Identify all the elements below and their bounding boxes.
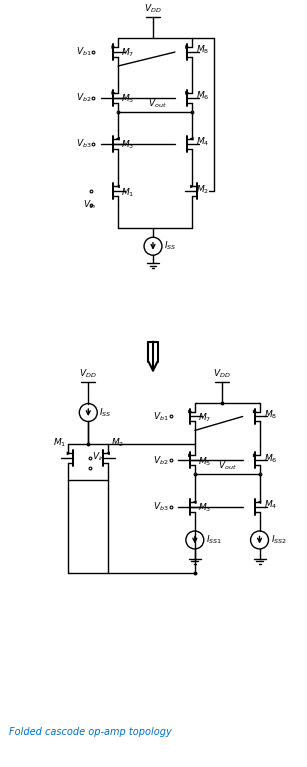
Text: Folded cascode op-amp topology: Folded cascode op-amp topology — [9, 727, 171, 737]
Text: $M_2$: $M_2$ — [111, 437, 124, 449]
Text: $V_{out}$: $V_{out}$ — [148, 97, 166, 110]
Text: $I_{SS}$: $I_{SS}$ — [99, 407, 112, 419]
Text: $M_7$: $M_7$ — [121, 47, 134, 59]
Text: $M_1$: $M_1$ — [121, 186, 134, 199]
Text: $I_{SS1}$: $I_{SS1}$ — [206, 534, 222, 546]
Text: $V_{in}$: $V_{in}$ — [83, 199, 96, 211]
Text: $M_3$: $M_3$ — [121, 138, 134, 151]
Text: $V_{DD}$: $V_{DD}$ — [213, 367, 231, 380]
Text: $M_6$: $M_6$ — [196, 90, 209, 102]
Text: $I_{SS}$: $I_{SS}$ — [164, 240, 177, 252]
Text: $V_{b1}$: $V_{b1}$ — [153, 410, 169, 423]
Text: $M_2$: $M_2$ — [196, 183, 209, 196]
Text: $M_8$: $M_8$ — [263, 408, 277, 421]
Text: $V_{b3}$: $V_{b3}$ — [153, 501, 169, 513]
Text: $V_{b2}$: $V_{b2}$ — [76, 91, 91, 104]
Text: $I_{SS2}$: $I_{SS2}$ — [270, 534, 286, 546]
Text: $M_1$: $M_1$ — [53, 437, 66, 449]
Text: $M_4$: $M_4$ — [263, 499, 277, 512]
Text: $V_{b1}$: $V_{b1}$ — [76, 46, 91, 58]
Text: $M_4$: $M_4$ — [196, 136, 209, 148]
Text: $M_6$: $M_6$ — [263, 452, 277, 465]
Text: $M_3$: $M_3$ — [198, 502, 211, 515]
Text: $M_7$: $M_7$ — [198, 411, 211, 423]
Text: $V_{in}$: $V_{in}$ — [92, 450, 106, 463]
Text: $M_5$: $M_5$ — [198, 455, 211, 468]
Text: $M_8$: $M_8$ — [196, 44, 209, 56]
Text: $V_{out}$: $V_{out}$ — [218, 459, 236, 472]
Text: $V_{DD}$: $V_{DD}$ — [144, 3, 162, 15]
Text: $V_{b2}$: $V_{b2}$ — [154, 454, 169, 466]
Text: $M_5$: $M_5$ — [121, 93, 134, 105]
Text: $V_{b3}$: $V_{b3}$ — [76, 137, 91, 150]
Text: $V_{DD}$: $V_{DD}$ — [80, 367, 97, 380]
